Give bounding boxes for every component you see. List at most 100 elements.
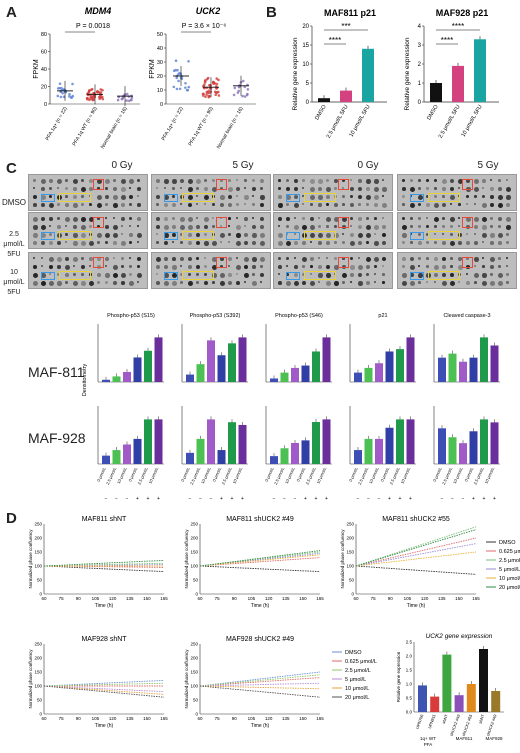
mdm4-point	[125, 92, 129, 96]
uck2-point	[214, 93, 217, 97]
blot-dot	[97, 233, 103, 239]
blot-dot	[204, 203, 207, 206]
blot-dot	[310, 187, 316, 193]
maf928-shuck2-49-xtick-label: 150	[299, 716, 307, 721]
density-bar	[196, 364, 205, 382]
maf811-shuck2-55-xtick-label: 135	[438, 596, 446, 601]
mdm4-point	[60, 86, 63, 90]
blot-dot	[244, 273, 249, 278]
blot-dot	[342, 241, 346, 245]
density-bar	[396, 349, 404, 382]
blot-dot	[442, 187, 446, 191]
blot-dot	[318, 195, 323, 200]
mdm4-point	[87, 91, 90, 95]
uck2-expression-bar	[430, 696, 440, 712]
mdm4-point	[127, 99, 131, 103]
top-legend-label: 0.625 μmol/L	[499, 549, 520, 555]
blot-dot	[188, 225, 194, 231]
uck2-group-label: Normal brain (n = 16)	[216, 106, 245, 150]
blot-dot	[164, 273, 169, 278]
blot-dot	[97, 273, 101, 277]
blot-dot	[342, 217, 348, 223]
blot-dot	[326, 217, 332, 223]
blot-dot	[260, 195, 265, 200]
blot-dot	[426, 233, 430, 237]
blot-dot	[506, 203, 511, 208]
maf811-shnt-xtick-label: 150	[143, 596, 151, 601]
blot-dot	[137, 195, 140, 198]
blot-dot	[450, 241, 456, 247]
blot-dot	[113, 179, 116, 182]
maf811-shuck2-55-ytick-label: 250	[346, 522, 354, 527]
maf811-shuck2-49-xtick-label: 150	[299, 596, 307, 601]
blot-highlight-yellow	[182, 271, 214, 280]
maf928-ytick-label: 1	[418, 81, 422, 87]
blot-dot	[260, 179, 265, 184]
maf811-shnt-xtick-label: 90	[76, 596, 82, 601]
blot-highlight-red	[462, 257, 473, 268]
blot-dot	[506, 187, 512, 193]
density-x-label: 0 μmol/L	[211, 466, 222, 483]
blot-image	[151, 174, 271, 211]
blot-dot	[310, 217, 315, 222]
blot-dot	[342, 187, 345, 190]
blot-image	[151, 212, 271, 249]
blot-dot	[350, 187, 354, 191]
blot-dot	[374, 233, 377, 236]
blot-dot	[474, 187, 480, 193]
blot-dot	[382, 241, 386, 245]
blot-dot	[286, 281, 291, 286]
blot-highlight-yellow	[428, 193, 460, 202]
blot-dot	[294, 203, 300, 209]
blot-image	[273, 212, 393, 249]
blot-dot	[426, 257, 429, 260]
density-bar	[354, 450, 362, 464]
maf928-shuck2-49-ylabel: Normalized phase confluency	[184, 649, 189, 709]
maf928-shuck2-49-xtick-label: 120	[265, 716, 273, 721]
blot-dot	[73, 225, 77, 229]
maf811-shuck2-55-ytick-label: 200	[346, 536, 354, 541]
panel-letter-c: C	[6, 160, 17, 177]
blot-dot	[434, 241, 437, 244]
blot-dot	[105, 233, 111, 239]
density-x-label: 0 μmol/L	[127, 466, 138, 483]
density-bar	[270, 378, 278, 382]
blot-dot	[105, 187, 108, 190]
maf928-shuck2-49-xtick-label: 90	[232, 716, 238, 721]
blot-dot	[212, 281, 215, 284]
blot-dot	[366, 179, 371, 184]
blot-dot	[498, 225, 502, 229]
maf928-shuck2-49-ytick-label: 200	[190, 656, 198, 661]
maf811-shuck2-49-ytick-label: 0	[195, 592, 198, 597]
blot-dot	[180, 281, 184, 285]
blot-dot	[278, 187, 281, 190]
uck2-point	[187, 59, 190, 63]
blot-dot	[228, 195, 233, 200]
maf811-shuck2-49-series-line	[199, 550, 321, 567]
blot-dot	[490, 273, 494, 277]
blot-dot	[382, 273, 385, 276]
density-bar	[469, 357, 478, 382]
mdm4-point	[58, 82, 62, 85]
blot-dot	[188, 273, 192, 277]
blot-highlight-blue	[164, 272, 178, 280]
maf928-shuck2-49-series-line	[199, 685, 321, 698]
blot-dot	[418, 257, 422, 261]
blot-dot	[350, 203, 355, 208]
density-x-label: 10 μmol/L	[483, 466, 495, 485]
blot-dot	[278, 233, 284, 239]
blot-dot	[382, 265, 385, 268]
blot-dot	[105, 281, 109, 285]
blot-dot	[426, 265, 430, 269]
blot-highlight-red	[93, 179, 104, 190]
blot-dot	[490, 241, 494, 245]
blot-dot	[466, 179, 471, 184]
maf811-shuck2-55-series-line	[355, 529, 477, 567]
blot-dot	[326, 225, 329, 228]
gy-sign: +	[147, 496, 150, 502]
blot-dot	[318, 217, 321, 220]
blot-dot	[342, 257, 345, 260]
mdm4-point	[101, 97, 105, 101]
blot-dot	[506, 273, 509, 276]
blot-dot	[172, 281, 178, 287]
